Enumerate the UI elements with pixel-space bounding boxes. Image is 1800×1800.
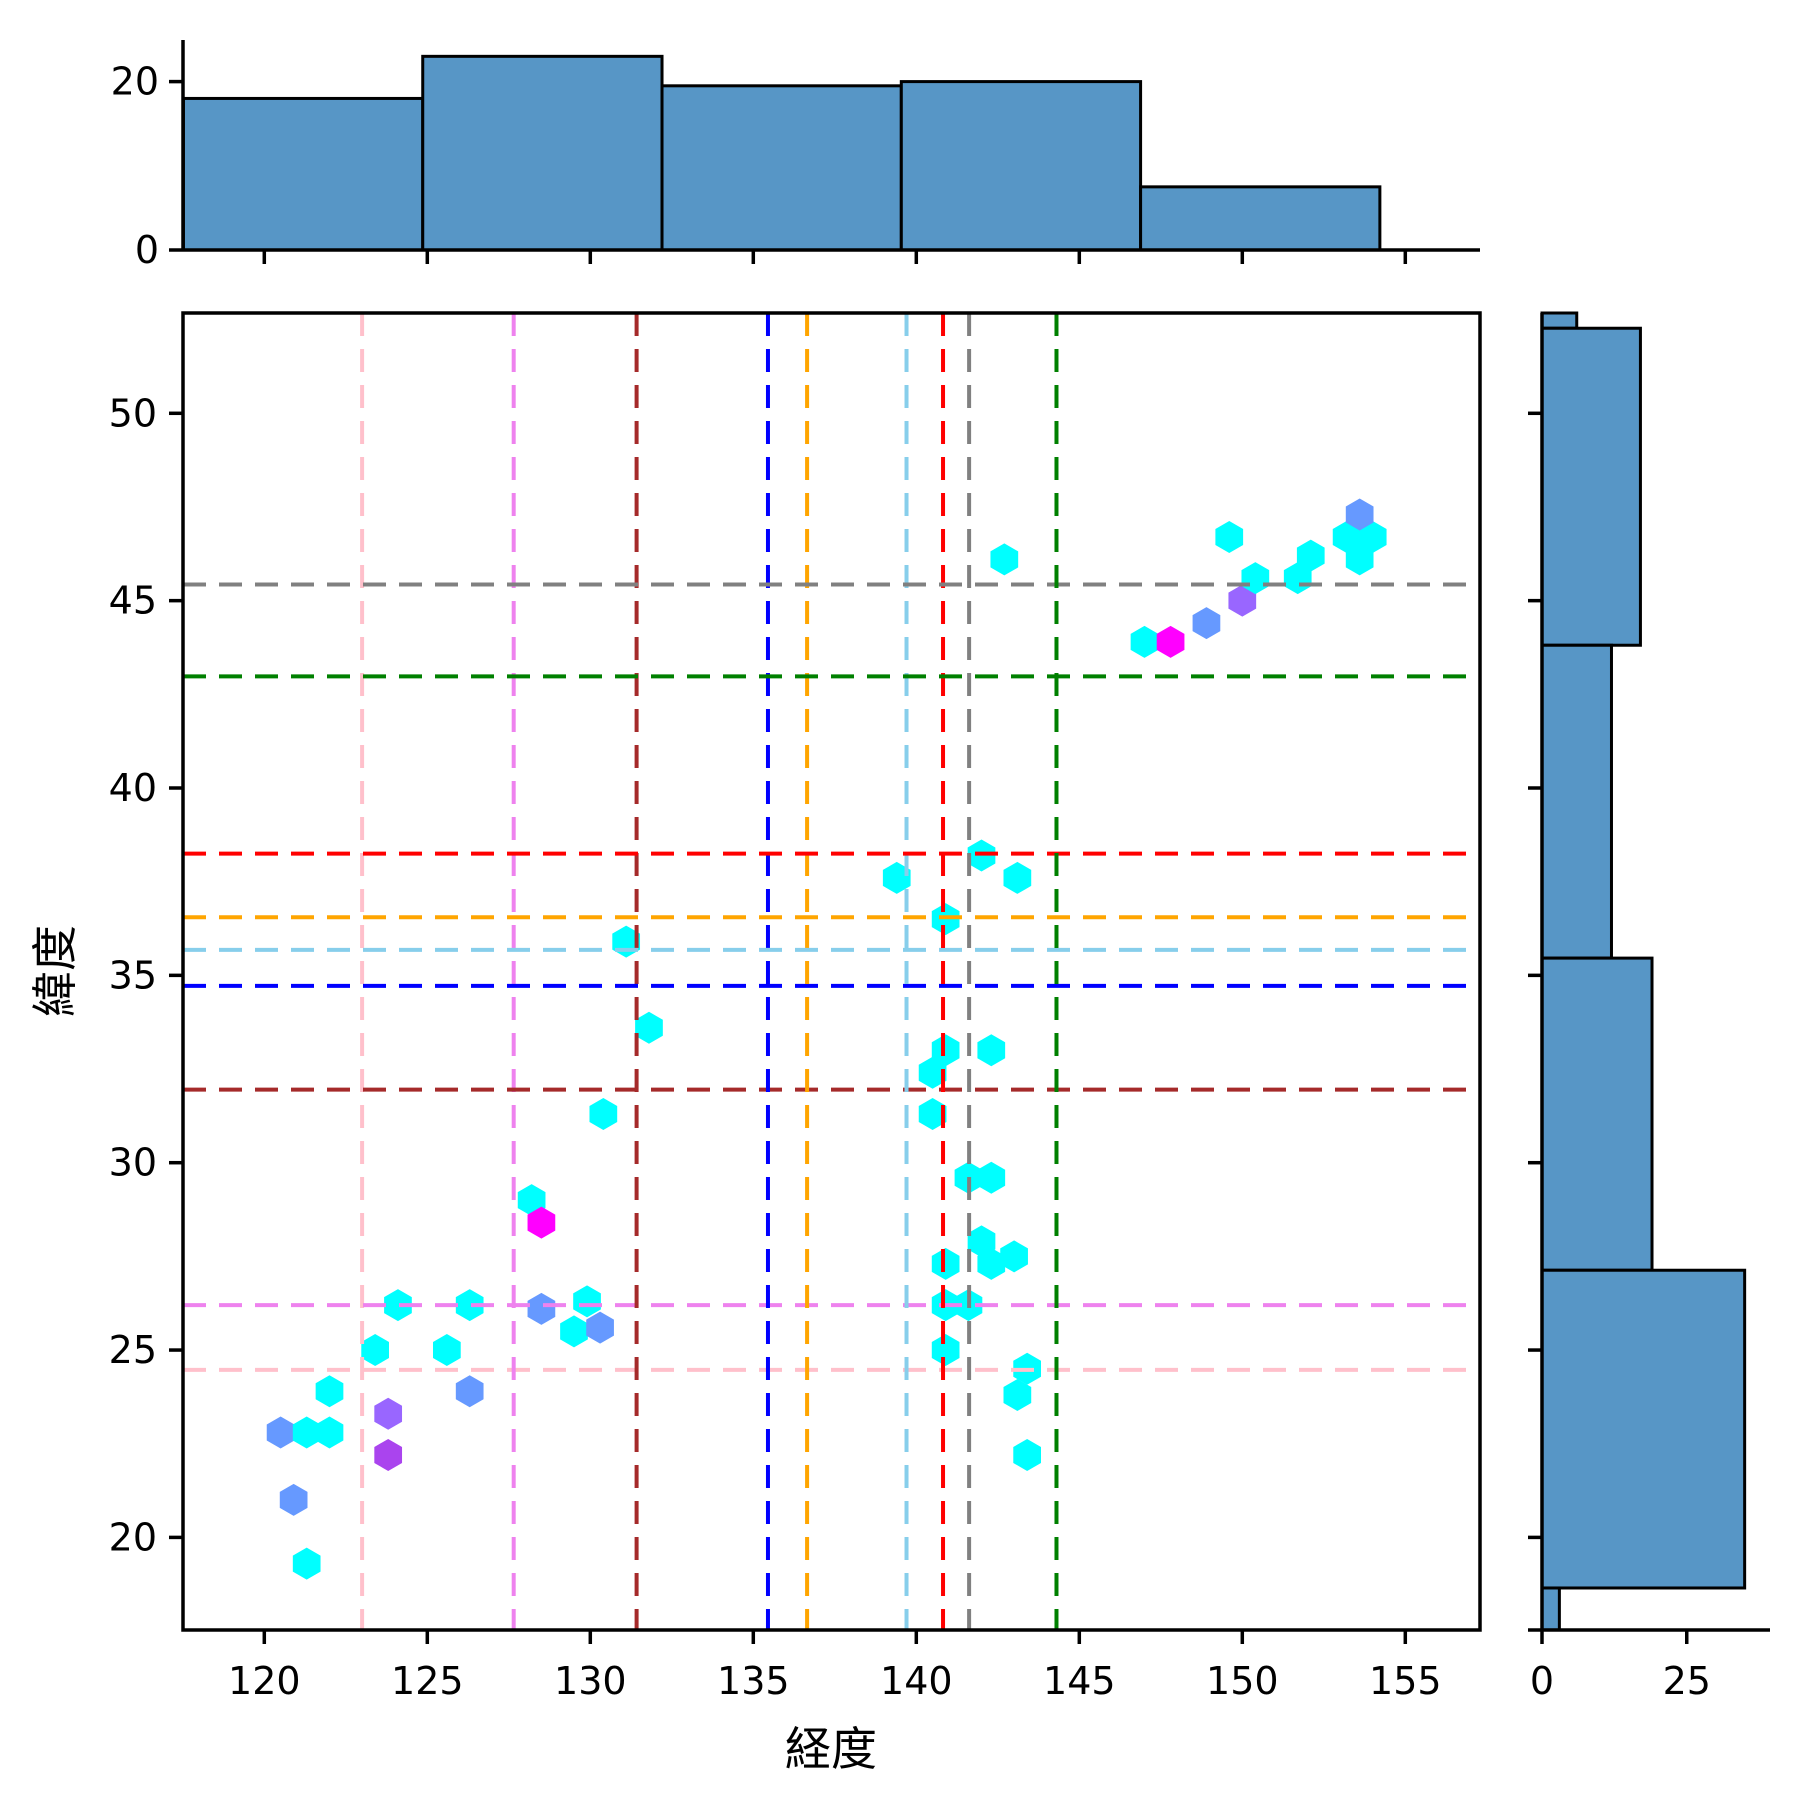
- scatter-point-hexagon: [918, 1056, 947, 1089]
- scatter-point-hexagon: [1228, 584, 1257, 617]
- y-tick-label: 25: [109, 1328, 157, 1372]
- scatter-point-hexagon: [279, 1483, 308, 1516]
- y-axis-label: 緯度: [28, 925, 82, 1017]
- right-histogram: 0 25: [1528, 311, 1770, 1703]
- scatter-point-hexagon: [374, 1438, 403, 1471]
- top-hist-bar: [660, 84, 903, 252]
- scatter-point-hexagon: [1345, 543, 1374, 576]
- top-hist-ytick-label: 20: [111, 60, 159, 104]
- scatter-point-hexagon: [1003, 1379, 1032, 1412]
- y-tick-label: 35: [109, 953, 157, 997]
- scatter-point-hexagon: [1003, 861, 1032, 894]
- scatter-point-hexagon: [1192, 607, 1221, 640]
- scatter-point-hexagon: [990, 543, 1019, 576]
- reference-lines: [183, 313, 1480, 1630]
- scatter-point-hexagon: [977, 1034, 1006, 1067]
- x-tick-label: 130: [554, 1659, 627, 1703]
- right-hist-bar: [1540, 643, 1613, 960]
- scatter-point-hexagon: [292, 1547, 321, 1580]
- x-tick-label: 140: [880, 1659, 953, 1703]
- x-tick-label: 125: [391, 1659, 464, 1703]
- x-tick-label: 150: [1206, 1659, 1279, 1703]
- scatter-point-hexagon: [292, 1416, 321, 1449]
- top-histogram: 0 20: [111, 40, 1480, 272]
- right-hist-bar: [1540, 1268, 1747, 1590]
- scatter-points: [266, 498, 1387, 1580]
- y-tick-label: 45: [109, 579, 157, 623]
- scatter-point-hexagon: [635, 1011, 663, 1044]
- right-hist-xtick-label: 25: [1663, 1659, 1711, 1703]
- top-hist-bar: [421, 54, 664, 252]
- scatter-point-hexagon: [1130, 625, 1159, 658]
- scatter-point-hexagon: [931, 1334, 960, 1367]
- scatter-point-hexagon: [384, 1289, 412, 1322]
- top-hist-bar: [181, 96, 425, 252]
- x-tick-label: 145: [1043, 1659, 1116, 1703]
- scatter-point-hexagon: [977, 1161, 1006, 1194]
- scatter-point-hexagon: [1215, 520, 1244, 553]
- scatter-point-hexagon: [527, 1206, 556, 1239]
- scatter-point-hexagon: [586, 1311, 614, 1344]
- scatter-point-hexagon: [361, 1334, 389, 1367]
- scatter-point-hexagon: [455, 1289, 484, 1322]
- scatter-point-hexagon: [1345, 498, 1374, 531]
- right-hist-bar: [1540, 326, 1642, 647]
- scatter-point-hexagon: [1296, 539, 1325, 572]
- scatter-point-hexagon: [882, 861, 911, 894]
- scatter-point-hexagon: [433, 1334, 461, 1367]
- x-tick-label: 120: [228, 1659, 301, 1703]
- scatter-point-hexagon: [573, 1285, 601, 1318]
- top-hist-ytick-label: 0: [135, 228, 159, 272]
- top-hist-bar: [1139, 185, 1382, 252]
- x-tick-label: 135: [717, 1659, 790, 1703]
- x-tick-label: 155: [1369, 1659, 1442, 1703]
- scatter-point-hexagon: [315, 1416, 344, 1449]
- right-hist-xtick-label: 0: [1530, 1659, 1554, 1703]
- scatter-point-hexagon: [315, 1375, 344, 1408]
- scatter-point-hexagon: [374, 1397, 403, 1430]
- scatter-point-hexagon: [455, 1375, 484, 1408]
- right-hist-bar: [1540, 956, 1654, 1272]
- scatter-point-hexagon: [931, 1247, 960, 1280]
- scatter-point-hexagon: [1000, 1240, 1028, 1273]
- scatter-point-hexagon: [1013, 1438, 1041, 1471]
- scatter-point-hexagon: [1358, 520, 1387, 553]
- y-tick-label: 50: [109, 391, 157, 435]
- scatter-point-hexagon: [266, 1416, 295, 1449]
- scatter-point-hexagon: [1332, 520, 1361, 553]
- scatter-point-hexagon: [1156, 625, 1185, 658]
- scatter-point-hexagon: [589, 1097, 618, 1130]
- y-tick-label: 20: [109, 1515, 157, 1559]
- x-axis-label: 経度: [785, 1722, 877, 1776]
- right-hist-bar: [1540, 1586, 1561, 1632]
- scatter-point-hexagon: [918, 1097, 947, 1130]
- scatter-point-hexagon: [967, 1225, 996, 1258]
- scatter-point-hexagon: [931, 1034, 960, 1067]
- scatter-point-hexagon: [560, 1315, 588, 1348]
- main-axes: 120 125 130 135 140 145 150 155 20 25 30 35 40 45 50: [109, 311, 1482, 1703]
- scatter-point-hexagon: [517, 1184, 546, 1217]
- scatter-point-hexagon: [977, 1247, 1006, 1280]
- y-tick-label: 40: [109, 766, 157, 810]
- y-tick-label: 30: [109, 1141, 157, 1185]
- scatter-point-hexagon: [527, 1292, 556, 1325]
- top-hist-bar: [899, 80, 1143, 252]
- right-hist-bar: [1540, 311, 1579, 330]
